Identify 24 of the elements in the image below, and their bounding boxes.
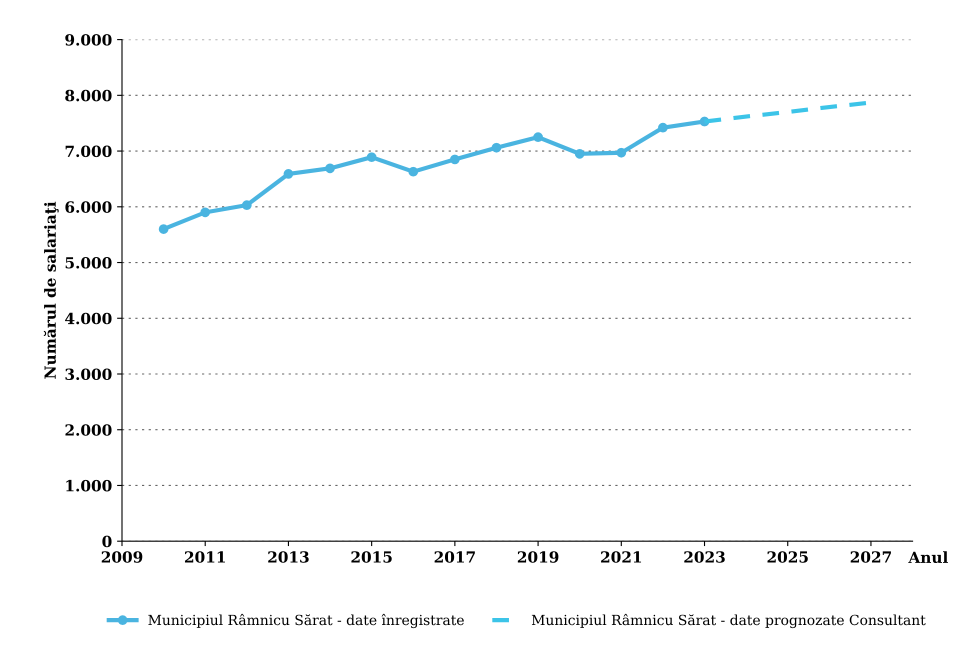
y-tick-label: 8.000 xyxy=(65,90,112,102)
legend-label: Municipiul Râmnicu Sărat - date înregistrate xyxy=(148,614,464,628)
x-tick-label: 2027 xyxy=(850,551,891,563)
y-tick-label: 7.000 xyxy=(66,146,112,158)
x-tick-label: 2025 xyxy=(767,551,808,563)
x-axis-title: Anul xyxy=(908,551,948,564)
y-tick-label: 0 xyxy=(102,536,112,548)
legend-label: Municipiul Râmnicu Sărat - date prognozate Consultant xyxy=(532,614,926,628)
y-tick-label: 1.000 xyxy=(66,480,112,492)
x-tick-label: 2011 xyxy=(184,551,225,563)
y-tick-label: 3.000 xyxy=(66,368,112,380)
x-tick-label: 2015 xyxy=(351,551,392,563)
y-tick-label: 5.000 xyxy=(66,257,112,269)
y-tick-label: 2.000 xyxy=(65,424,112,436)
y-axis-title: Numărul de salariaţi xyxy=(44,202,59,379)
x-tick-label: 2009 xyxy=(102,551,142,563)
x-tick-label: 2023 xyxy=(684,551,725,563)
x-tick-label: 2013 xyxy=(268,551,309,563)
x-tick-label: 2019 xyxy=(518,551,558,563)
y-tick-label: 6.000 xyxy=(65,201,112,213)
y-tick-label: 4.000 xyxy=(65,312,112,324)
x-tick-label: 2021 xyxy=(601,551,642,563)
x-tick-label: 2017 xyxy=(434,551,475,563)
y-tick-label: 9.000 xyxy=(65,34,112,46)
